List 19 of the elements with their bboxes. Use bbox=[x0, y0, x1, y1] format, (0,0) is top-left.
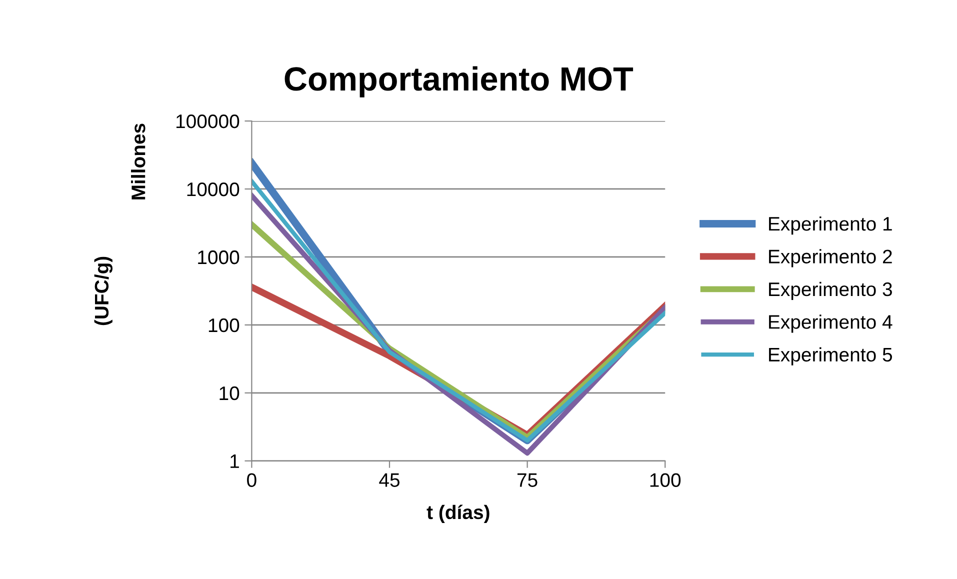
x-tick-label: 75 bbox=[517, 473, 538, 487]
legend-label: Experimento 2 bbox=[769, 249, 892, 268]
y-tick-label: 100000 bbox=[176, 114, 240, 128]
x-axis-title: t (días) bbox=[426, 504, 490, 523]
x-tick-label: 100 bbox=[650, 473, 681, 487]
y-tick-label: 1000 bbox=[198, 250, 240, 264]
y-tick-label: 100 bbox=[208, 318, 240, 332]
chart-title: Comportamiento MOT bbox=[284, 66, 634, 98]
text: Millones bbox=[131, 124, 146, 200]
y-tick-label: 10000 bbox=[187, 182, 240, 196]
y-axis-title: (UFC/g) bbox=[94, 256, 113, 326]
x-tick-label: 45 bbox=[379, 473, 400, 487]
legend-label: Experimento 3 bbox=[769, 282, 892, 300]
legend-label: Experimento 5 bbox=[769, 347, 892, 366]
x-tick-label: 0 bbox=[247, 473, 256, 487]
y-tick-label: 10 bbox=[220, 386, 240, 400]
legend-label: Experimento 4 bbox=[769, 314, 892, 333]
y-tick-label: 1 bbox=[230, 454, 239, 468]
legend-label: Experimento 1 bbox=[769, 216, 892, 235]
